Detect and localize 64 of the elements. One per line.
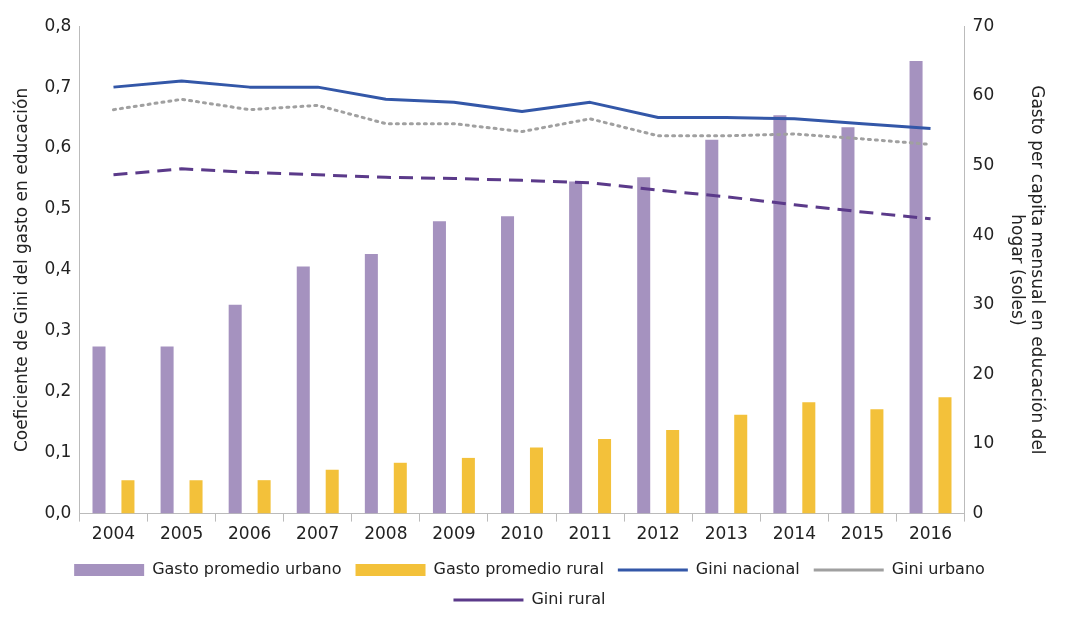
y2-axis-title: Gasto per capita mensual en educación del hogar (soles) [1007,85,1049,455]
y-tick-label: 0,4 [44,258,72,279]
bar [432,221,446,514]
y2-tick-label: 20 [972,362,995,383]
bar [802,402,816,514]
y-tick-label: 0,1 [44,441,72,462]
bar [461,457,475,514]
bar [637,177,651,514]
y2-tick-label: 30 [972,293,995,314]
bar [598,439,612,514]
bar [666,430,680,514]
y2-tick-label: 70 [972,14,995,35]
bar [325,469,339,514]
x-tick-label: 2015 [840,523,885,544]
y-tick-label: 0,0 [44,502,72,523]
y2-tick-label: 40 [972,223,995,244]
bar [841,127,855,514]
bar [393,462,407,514]
legend-label: Gini rural [531,589,606,609]
bar [364,253,378,514]
y-tick-label: 0,3 [44,319,72,340]
bar [92,346,106,514]
x-tick-label: 2012 [636,523,680,544]
y-tick-label: 0,6 [44,136,72,157]
bar [189,480,203,514]
y-tick-label: 0,7 [44,75,72,96]
bar [228,304,242,514]
x-tick-label: 2010 [500,523,544,544]
x-tick-label: 2008 [364,523,408,544]
bar [938,397,952,514]
y-tick-label: 0,2 [44,380,72,401]
y-tick-label: 0,5 [44,197,72,218]
legend-label: Gasto promedio urbano [152,559,342,579]
bar [529,447,543,514]
bar [909,61,923,514]
bar [734,414,748,514]
x-tick-label: 2004 [91,523,136,544]
bar [705,139,719,514]
legend-label: Gini urbano [891,559,985,579]
bar [773,115,787,514]
y2-tick-label: 50 [972,153,995,174]
bar [870,409,884,514]
bar [501,216,515,514]
x-tick-label: 2005 [159,523,204,544]
x-tick-label: 2014 [772,523,816,544]
bar [160,346,174,514]
line-series [111,167,933,221]
x-tick-label: 2011 [568,523,612,544]
x-tick-label: 2009 [432,523,476,544]
bar [569,181,583,514]
legend-label: Gini nacional [695,559,800,579]
x-tick-label: 2007 [296,523,340,544]
bar [121,480,135,514]
y2-tick-label: 60 [972,84,995,105]
y-axis-title: Coeficiente de Gini del gasto en educación [10,87,31,453]
legend-label: Gasto promedio rural [433,559,604,579]
y2-tick-label: 0 [972,502,984,523]
x-tick-label: 2006 [228,523,272,544]
bar [296,266,310,514]
x-tick-label: 2013 [704,523,748,544]
y-tick-label: 0,8 [44,14,72,35]
x-tick-label: 2016 [908,523,953,544]
bar [257,480,271,514]
y2-tick-label: 10 [972,432,995,453]
